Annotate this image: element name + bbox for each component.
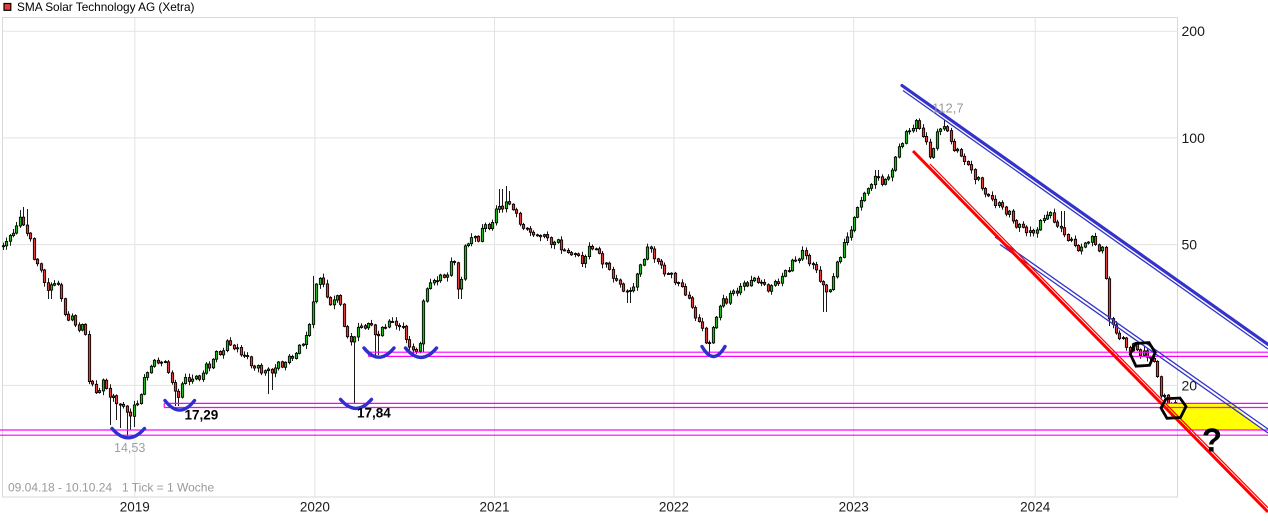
svg-text:2024: 2024 — [1020, 500, 1051, 515]
svg-text:2019: 2019 — [120, 500, 150, 515]
svg-text:112,7: 112,7 — [932, 101, 964, 116]
svg-text:20: 20 — [1182, 377, 1198, 393]
svg-text:17,84: 17,84 — [357, 406, 391, 421]
svg-text:2022: 2022 — [659, 500, 689, 515]
svg-text:2020: 2020 — [300, 500, 330, 515]
svg-text:?: ? — [1202, 422, 1222, 459]
svg-text:2021: 2021 — [479, 500, 509, 515]
svg-text:1 Tick = 1 Woche: 1 Tick = 1 Woche — [122, 481, 214, 495]
svg-text:200: 200 — [1182, 23, 1206, 39]
svg-text:14,53: 14,53 — [114, 441, 145, 455]
svg-text:50: 50 — [1182, 237, 1198, 253]
svg-text:2023: 2023 — [839, 500, 869, 515]
svg-text:17,29: 17,29 — [185, 407, 219, 422]
svg-text:SMA Solar Technology AG (Xetra: SMA Solar Technology AG (Xetra) — [17, 0, 195, 14]
svg-text:09.04.18 - 10.10.24: 09.04.18 - 10.10.24 — [8, 481, 112, 495]
svg-text:100: 100 — [1182, 130, 1206, 146]
